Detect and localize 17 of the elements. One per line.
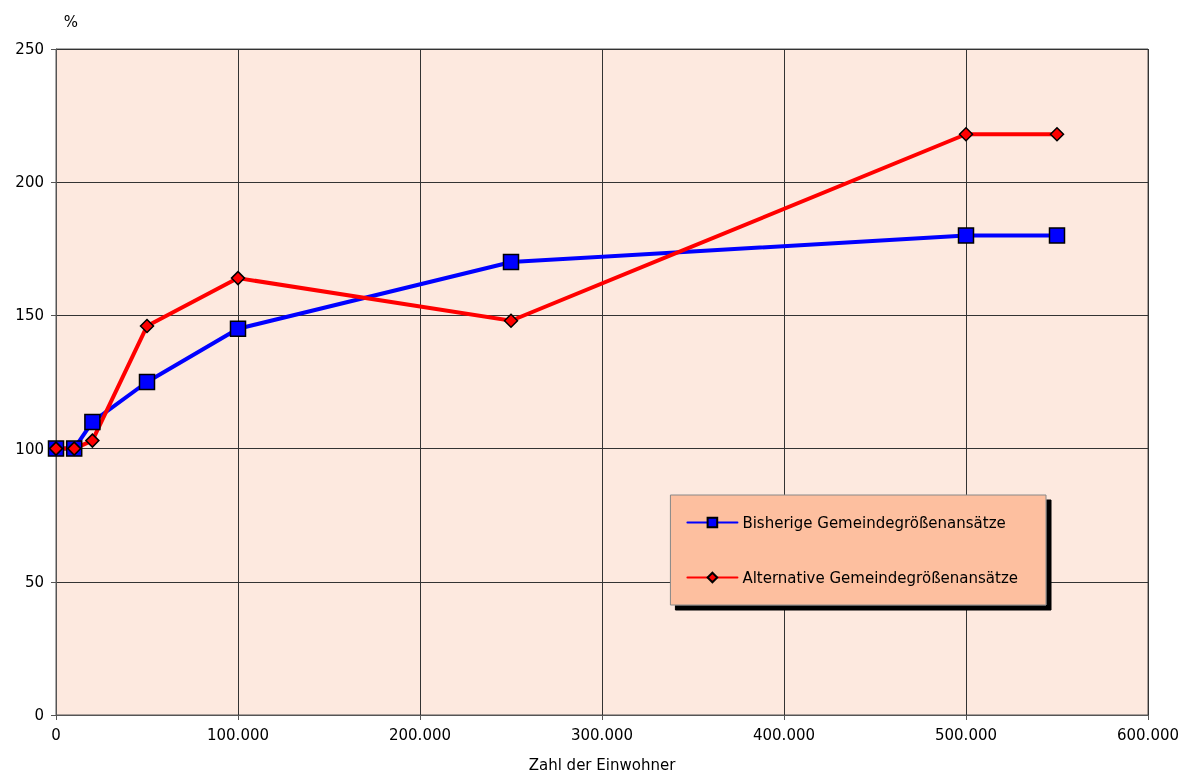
y-tick-label: 100 xyxy=(15,439,44,458)
x-tick-label: 100.000 xyxy=(206,725,270,744)
y-tick-label: 150 xyxy=(15,306,44,325)
legend-label: Alternative Gemeindegrößenansätze xyxy=(742,568,1019,587)
x-tick-label: 300.000 xyxy=(570,725,634,744)
y-tick-label: 200 xyxy=(15,173,44,192)
x-tick-label: 0 xyxy=(51,725,61,744)
y-axis-title: % xyxy=(63,12,79,31)
x-axis-title: Zahl der Einwohner xyxy=(528,755,677,774)
x-tick-label: 500.000 xyxy=(934,725,998,744)
y-tick-label: 0 xyxy=(34,706,44,724)
x-tick-label: 200.000 xyxy=(388,725,452,744)
x-tick-label: 600.000 xyxy=(1116,725,1180,744)
x-tick-label: 400.000 xyxy=(752,725,816,744)
legend-label: Bisherige Gemeindegrößenansätze xyxy=(742,513,1006,532)
y-tick-label: 50 xyxy=(24,572,44,591)
y-tick-label: 250 xyxy=(15,40,44,58)
